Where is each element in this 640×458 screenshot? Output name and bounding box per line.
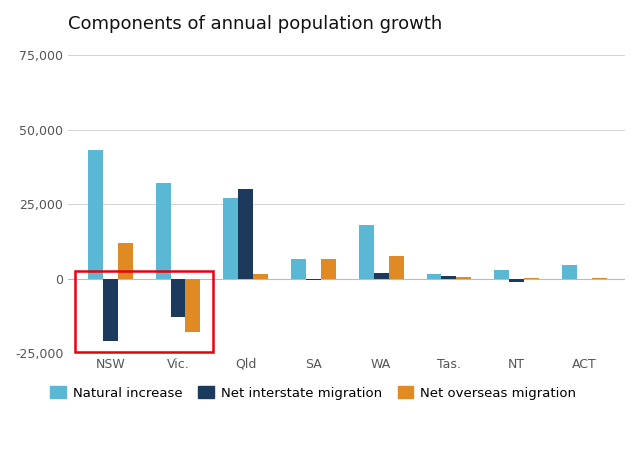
Bar <box>170 278 186 317</box>
Bar <box>359 225 374 278</box>
Bar <box>639 130 640 278</box>
Bar <box>186 278 200 332</box>
Bar <box>75 271 213 352</box>
Bar <box>562 265 577 278</box>
Bar <box>156 183 170 278</box>
Bar <box>509 278 524 282</box>
Bar <box>238 189 253 278</box>
Bar <box>577 278 592 279</box>
Bar <box>388 256 403 278</box>
Bar <box>306 278 321 280</box>
Bar <box>456 277 471 278</box>
Legend: Natural increase, Net interstate migration, Net overseas migration: Natural increase, Net interstate migrati… <box>51 386 576 399</box>
Bar <box>223 198 238 278</box>
Text: Components of annual population growth: Components of annual population growth <box>68 15 442 33</box>
Bar <box>253 274 268 278</box>
Bar <box>118 243 132 278</box>
Bar <box>426 274 442 278</box>
Bar <box>291 259 306 278</box>
Bar <box>103 278 118 341</box>
Bar <box>442 276 456 278</box>
Bar <box>494 270 509 278</box>
Bar <box>374 273 388 278</box>
Bar <box>321 259 336 278</box>
Bar <box>88 150 103 278</box>
